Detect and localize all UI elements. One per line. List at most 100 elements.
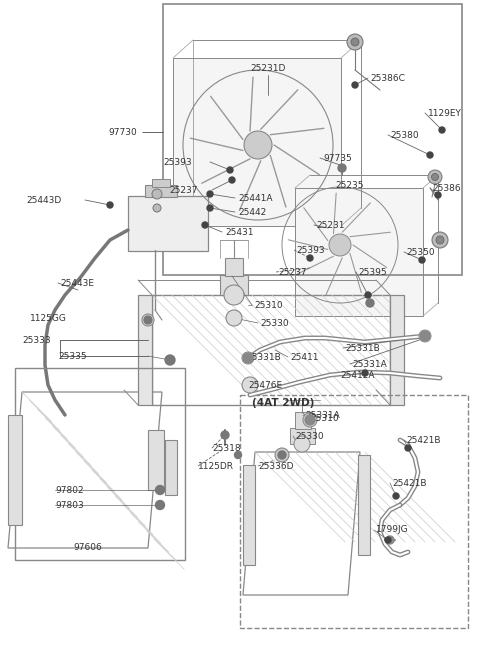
Circle shape <box>393 493 399 499</box>
Circle shape <box>244 131 272 159</box>
Bar <box>173 58 341 226</box>
Circle shape <box>275 448 289 462</box>
Circle shape <box>107 202 113 208</box>
Text: 25443E: 25443E <box>60 278 94 287</box>
Text: 25443D: 25443D <box>26 196 61 205</box>
Circle shape <box>156 486 165 494</box>
Text: 1125GG: 1125GG <box>30 313 67 322</box>
Text: 97735: 97735 <box>323 154 352 163</box>
Circle shape <box>243 353 253 363</box>
Circle shape <box>294 436 310 452</box>
Text: 25386: 25386 <box>432 183 461 193</box>
Circle shape <box>405 445 411 451</box>
Text: 25235: 25235 <box>335 180 363 189</box>
Circle shape <box>307 255 313 261</box>
Circle shape <box>144 316 152 324</box>
Text: 97606: 97606 <box>73 543 102 552</box>
Bar <box>148 430 164 490</box>
Circle shape <box>428 170 442 184</box>
Bar <box>358 455 370 555</box>
Text: 25310: 25310 <box>310 413 338 422</box>
Text: 25476E: 25476E <box>248 380 282 390</box>
Circle shape <box>436 236 444 244</box>
Circle shape <box>419 330 431 342</box>
Bar <box>145 185 177 197</box>
Circle shape <box>224 285 244 305</box>
Text: 25231: 25231 <box>316 220 345 229</box>
Bar <box>128 196 208 251</box>
Circle shape <box>385 537 391 543</box>
Bar <box>240 395 468 628</box>
Bar <box>295 188 423 316</box>
Circle shape <box>153 204 161 212</box>
Text: 25331B: 25331B <box>345 344 380 353</box>
Bar <box>243 465 255 565</box>
Text: 25336D: 25336D <box>258 461 293 470</box>
Circle shape <box>420 331 430 341</box>
Text: 1125DR: 1125DR <box>198 461 234 470</box>
Circle shape <box>207 205 213 211</box>
Text: 25331A: 25331A <box>352 360 387 368</box>
Circle shape <box>347 34 363 50</box>
Circle shape <box>242 352 254 364</box>
Text: 1129EY: 1129EY <box>428 109 462 118</box>
Text: 25421B: 25421B <box>406 435 441 444</box>
Text: 25318: 25318 <box>212 444 240 452</box>
Bar <box>295 412 311 429</box>
Circle shape <box>365 292 371 298</box>
Text: 25421B: 25421B <box>392 479 427 488</box>
Circle shape <box>227 167 233 173</box>
Text: 25350: 25350 <box>406 247 434 256</box>
Bar <box>220 275 248 295</box>
Bar <box>8 415 22 525</box>
Text: 97802: 97802 <box>55 486 84 494</box>
Bar <box>390 295 404 405</box>
Circle shape <box>142 314 154 326</box>
Circle shape <box>439 127 445 133</box>
Text: 25411: 25411 <box>290 353 319 362</box>
Circle shape <box>165 355 175 365</box>
Circle shape <box>242 377 258 393</box>
Text: 25380: 25380 <box>390 130 419 140</box>
Text: 25237: 25237 <box>169 185 198 194</box>
Circle shape <box>235 452 241 459</box>
Text: 97730: 97730 <box>108 127 137 136</box>
Text: 25431: 25431 <box>225 227 253 236</box>
Bar <box>225 258 243 276</box>
Bar <box>165 440 177 495</box>
Text: 25412A: 25412A <box>340 371 374 379</box>
Text: 25231D: 25231D <box>250 63 286 72</box>
Text: 25442: 25442 <box>238 207 266 216</box>
Bar <box>138 295 152 405</box>
Text: 25331A: 25331A <box>305 410 340 419</box>
Circle shape <box>207 191 213 197</box>
Bar <box>15 368 185 560</box>
Text: 25310: 25310 <box>254 300 283 309</box>
Circle shape <box>419 257 425 263</box>
Circle shape <box>305 415 315 425</box>
Text: 25237: 25237 <box>278 267 307 276</box>
Circle shape <box>229 177 235 183</box>
Circle shape <box>329 234 351 256</box>
Text: 25441A: 25441A <box>238 194 273 202</box>
Bar <box>152 179 170 187</box>
Circle shape <box>338 164 346 172</box>
Circle shape <box>366 299 374 307</box>
Circle shape <box>432 232 448 248</box>
Text: 25331B: 25331B <box>246 353 281 362</box>
Bar <box>290 428 315 444</box>
Bar <box>152 295 390 405</box>
Circle shape <box>156 501 165 510</box>
Circle shape <box>152 189 162 199</box>
Bar <box>163 4 462 275</box>
Text: 25393: 25393 <box>296 245 324 255</box>
Circle shape <box>427 152 433 158</box>
Text: 25386C: 25386C <box>370 74 405 83</box>
Text: 25393: 25393 <box>163 158 192 167</box>
Text: 1799JG: 1799JG <box>376 525 408 534</box>
Circle shape <box>435 192 441 198</box>
Circle shape <box>386 536 394 544</box>
Text: (4AT 2WD): (4AT 2WD) <box>252 398 314 408</box>
Text: 25395: 25395 <box>358 267 386 276</box>
Circle shape <box>432 174 439 180</box>
